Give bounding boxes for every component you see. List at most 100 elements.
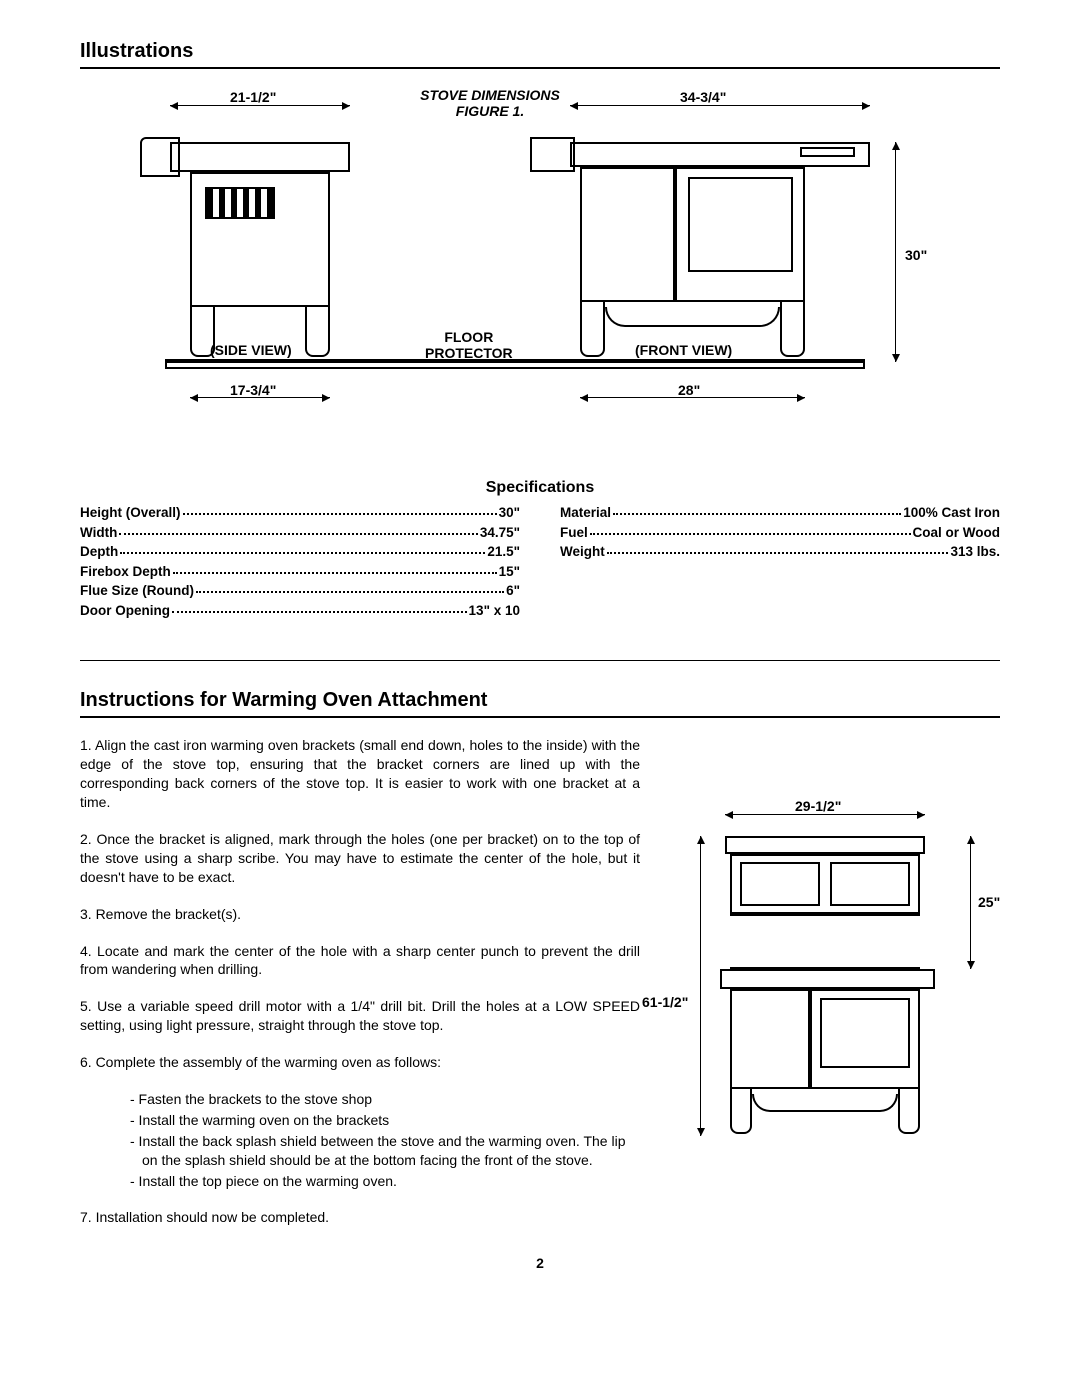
spec-label: Depth: [80, 542, 118, 562]
spec-dots: [120, 542, 485, 554]
side-view-vent: [205, 187, 275, 219]
spec-value: 100% Cast Iron: [903, 503, 1000, 523]
floor-label-1: FLOOR: [444, 329, 493, 345]
spec-row: Fuel Coal or Wood: [560, 523, 1000, 543]
dim-arrow-right: [895, 142, 896, 362]
warm-oven-door-r: [830, 862, 910, 906]
dim-top-left: 21-1/2": [230, 89, 276, 105]
fig2-oven-door: [820, 998, 910, 1068]
figure-2: 29-1/2" 25" 61-1/2": [670, 806, 1000, 1166]
spec-row: Material 100% Cast Iron: [560, 503, 1000, 523]
front-firebox: [580, 167, 675, 302]
section-divider: [80, 660, 1000, 661]
spec-label: Weight: [560, 542, 605, 562]
dim-arrow-top-right: [570, 105, 870, 106]
spec-value: 13" x 10: [469, 601, 520, 621]
dim2-arrow-left: [700, 836, 701, 1136]
warm-oven-top: [725, 836, 925, 854]
step-3: 3. Remove the bracket(s).: [80, 905, 640, 924]
spec-row: Weight 313 lbs.: [560, 542, 1000, 562]
heading-illustrations: Illustrations: [80, 40, 1000, 69]
front-leg-1: [580, 302, 605, 357]
spec-row: Height (Overall) 30": [80, 503, 520, 523]
spec-label: Height (Overall): [80, 503, 181, 523]
spec-dots: [590, 523, 911, 535]
spec-value: 30": [499, 503, 520, 523]
step-5: 5. Use a variable speed drill motor with…: [80, 997, 640, 1035]
spec-dots: [183, 503, 497, 515]
side-view-shelf: [140, 137, 180, 177]
step-4: 4. Locate and mark the center of the hol…: [80, 942, 640, 980]
spec-row: Firebox Depth 15": [80, 562, 520, 582]
spec-label: Material: [560, 503, 611, 523]
front-leg-2: [780, 302, 805, 357]
fig2-stovetop: [720, 969, 935, 989]
side-view-label: (SIDE VIEW): [210, 342, 292, 358]
step-7: 7. Installation should now be completed.: [80, 1208, 640, 1227]
spec-label: Door Opening: [80, 601, 170, 621]
front-apron: [605, 307, 780, 327]
front-view-label: (FRONT VIEW): [635, 342, 732, 358]
figure-title-line1: STOVE DIMENSIONS: [420, 87, 560, 103]
splash-shield: [730, 914, 920, 969]
spec-value: 21.5": [487, 542, 520, 562]
dim-right: 30": [905, 247, 927, 263]
step-2: 2. Once the bracket is aligned, mark thr…: [80, 830, 640, 887]
spec-label: Fuel: [560, 523, 588, 543]
spec-value: Coal or Wood: [913, 523, 1001, 543]
step-1: 1. Align the cast iron warming oven brac…: [80, 736, 640, 812]
figure-1: STOVE DIMENSIONS FIGURE 1. 21-1/2" 34-3/…: [80, 87, 1000, 467]
figure-title-line2: FIGURE 1.: [456, 103, 524, 119]
spec-value: 6": [506, 581, 520, 601]
floor-label-2: PROTECTOR: [425, 345, 513, 361]
spec-row: Depth 21.5": [80, 542, 520, 562]
spec-dots: [196, 581, 504, 593]
side-leg-right: [305, 307, 330, 357]
instructions-text: 1. Align the cast iron warming oven brac…: [80, 736, 640, 1245]
step-6-item: - Fasten the brackets to the stove shop: [130, 1090, 640, 1109]
dim-bottom-right: 28": [678, 382, 700, 398]
fig2-firebox: [730, 989, 810, 1089]
step-6-item: - Install the back splash shield between…: [130, 1132, 640, 1170]
spec-value: 313 lbs.: [950, 542, 1000, 562]
step-6-sublist: - Fasten the brackets to the stove shop -…: [130, 1090, 640, 1190]
spec-dots: [119, 523, 477, 535]
front-shelf-right: [800, 147, 855, 157]
front-oven-door: [688, 177, 793, 272]
heading-instructions: Instructions for Warming Oven Attachment: [80, 689, 1000, 718]
dim-top-right: 34-3/4": [680, 89, 726, 105]
spec-dots: [613, 503, 901, 515]
warm-oven-door-l: [740, 862, 820, 906]
floor-protector: [165, 359, 865, 369]
floor-protector-label: FLOOR PROTECTOR: [425, 329, 513, 361]
fig2-leg-r: [898, 1089, 920, 1134]
spec-dots: [607, 542, 949, 554]
dim2-top: 29-1/2": [795, 798, 841, 814]
dim2-right: 25": [978, 894, 1000, 910]
dim2-arrow-top: [725, 814, 925, 815]
spec-dots: [172, 601, 467, 613]
dim-arrow-top-left: [170, 105, 350, 106]
spec-value: 34.75": [480, 523, 520, 543]
figure-title: STOVE DIMENSIONS FIGURE 1.: [390, 87, 590, 119]
spec-row: Door Opening 13" x 10: [80, 601, 520, 621]
spec-label: Firebox Depth: [80, 562, 171, 582]
front-shelf-left: [530, 137, 575, 172]
dim2-left: 61-1/2": [642, 994, 688, 1010]
spec-label: Width: [80, 523, 117, 543]
dim-bottom-left: 17-3/4": [230, 382, 276, 398]
step-6-item: - Install the warming oven on the bracke…: [130, 1111, 640, 1130]
spec-value: 15": [499, 562, 520, 582]
step-6-intro: 6. Complete the assembly of the warming …: [80, 1053, 640, 1072]
side-view-top: [170, 142, 350, 172]
fig2-leg-l: [730, 1089, 752, 1134]
page-number: 2: [80, 1255, 1000, 1271]
spec-row: Width 34.75": [80, 523, 520, 543]
step-6-item: - Install the top piece on the warming o…: [130, 1172, 640, 1191]
spec-label: Flue Size (Round): [80, 581, 194, 601]
fig2-apron: [752, 1094, 898, 1112]
specs-table: Height (Overall) 30" Width 34.75" Depth 21.5"…: [80, 503, 1000, 620]
spec-dots: [173, 562, 497, 574]
heading-specifications: Specifications: [80, 479, 1000, 497]
spec-row: Flue Size (Round) 6": [80, 581, 520, 601]
